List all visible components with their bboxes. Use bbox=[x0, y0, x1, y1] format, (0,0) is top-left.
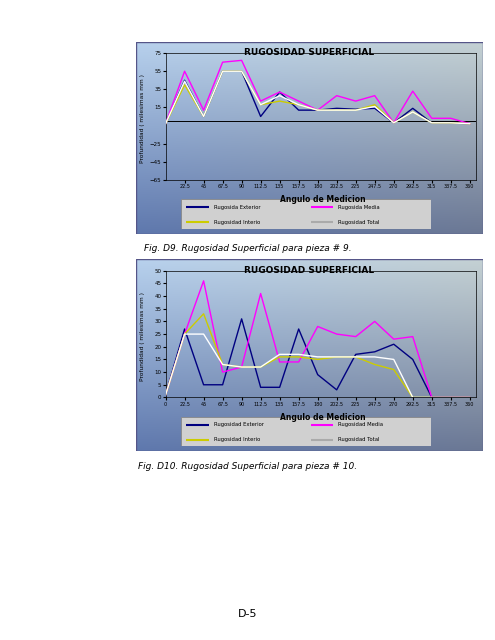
Text: Fig. D10. Rugosidad Superficial para pieza # 10.: Fig. D10. Rugosidad Superficial para pie… bbox=[138, 462, 357, 471]
Text: Fig. D9. Rugosidad Superficial para pieza # 9.: Fig. D9. Rugosidad Superficial para piez… bbox=[144, 244, 351, 253]
Text: RUGOSIDAD SUPERFICIAL: RUGOSIDAD SUPERFICIAL bbox=[245, 48, 374, 58]
Text: Profundidad ( milesimas mm ): Profundidad ( milesimas mm ) bbox=[140, 291, 145, 381]
Text: RUGOSIDAD SUPERFICIAL: RUGOSIDAD SUPERFICIAL bbox=[245, 266, 374, 275]
Text: Profundidad ( milesimas mm ): Profundidad ( milesimas mm ) bbox=[140, 74, 145, 163]
Text: Angulo de Medicion: Angulo de Medicion bbox=[281, 413, 366, 422]
Text: D-5: D-5 bbox=[238, 609, 257, 620]
Text: Angulo de Medicion: Angulo de Medicion bbox=[281, 195, 366, 205]
